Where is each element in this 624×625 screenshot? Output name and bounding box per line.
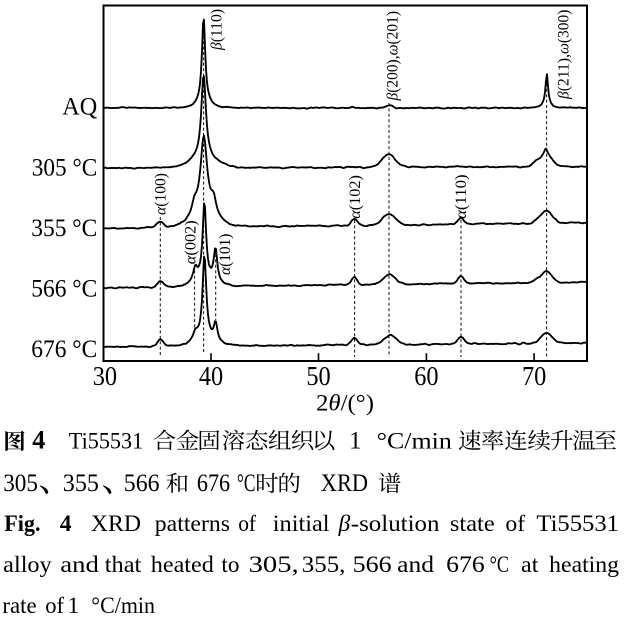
svg-text:ω: ω — [555, 43, 572, 54]
svg-text:AQ: AQ — [62, 92, 97, 121]
svg-text:and: and — [60, 552, 99, 578]
svg-text:(110): (110) — [453, 174, 470, 210]
svg-text:4: 4 — [32, 426, 45, 455]
svg-text:initial: initial — [273, 511, 330, 537]
svg-text:Ti55531: Ti55531 — [536, 511, 619, 537]
svg-text:Ti55531: Ti55531 — [69, 429, 143, 455]
svg-text:(102): (102) — [347, 175, 364, 210]
svg-text:50: 50 — [306, 361, 330, 391]
svg-text:566: 566 — [353, 552, 392, 578]
svg-text:305: 305 — [3, 470, 38, 497]
svg-text:40: 40 — [199, 361, 223, 391]
svg-text:°C/min: °C/min — [91, 593, 155, 619]
svg-text:°C: °C — [237, 470, 256, 497]
svg-text:2θ/(°): 2θ/(°) — [316, 391, 374, 416]
svg-text:1: 1 — [349, 428, 362, 455]
svg-text:(201): (201) — [384, 11, 401, 45]
svg-text:that: that — [105, 552, 142, 578]
svg-text:355,: 355, — [302, 552, 346, 578]
svg-text:Fig.: Fig. — [4, 511, 40, 537]
svg-text:676: 676 — [197, 470, 230, 497]
svg-text:to: to — [221, 552, 239, 578]
svg-text:355: 355 — [63, 470, 99, 497]
svg-text:rate: rate — [2, 593, 36, 619]
svg-text:(100): (100) — [153, 173, 170, 207]
svg-text:β: β — [338, 511, 351, 537]
svg-text:(211),: (211), — [555, 54, 572, 91]
svg-text:566 °C: 566 °C — [31, 273, 97, 302]
svg-text:of: of — [238, 511, 256, 537]
svg-text:and: and — [397, 552, 434, 578]
svg-text:676: 676 — [446, 552, 485, 578]
svg-text:(200),: (200), — [384, 55, 401, 92]
svg-text:-solution: -solution — [351, 511, 440, 537]
svg-text:α: α — [453, 210, 470, 219]
svg-text:of: of — [45, 593, 64, 619]
svg-text:(002): (002) — [182, 220, 199, 255]
svg-text:30: 30 — [93, 361, 117, 391]
svg-text:α: α — [153, 206, 170, 215]
svg-text:305 °C: 305 °C — [32, 153, 98, 182]
svg-text:(110): (110) — [209, 9, 226, 42]
svg-text:355 °C: 355 °C — [31, 213, 97, 242]
svg-text:60: 60 — [414, 361, 438, 391]
svg-text:(101): (101) — [217, 234, 234, 267]
svg-text:of: of — [505, 511, 525, 537]
svg-text:566: 566 — [124, 470, 160, 497]
svg-text:676 °C: 676 °C — [31, 334, 97, 363]
svg-text:XRD: XRD — [91, 511, 141, 537]
svg-text:1: 1 — [68, 593, 80, 619]
svg-text:heating: heating — [549, 552, 619, 578]
svg-text:heated: heated — [151, 552, 214, 578]
svg-text:°C: °C — [490, 552, 509, 578]
svg-text:°C/min: °C/min — [377, 429, 452, 455]
svg-text:(300): (300) — [555, 10, 572, 43]
svg-text:β: β — [555, 91, 572, 100]
svg-text:4: 4 — [60, 511, 72, 537]
svg-text:305,: 305, — [249, 552, 299, 578]
svg-text:β: β — [384, 93, 401, 102]
svg-text:α: α — [347, 210, 364, 219]
svg-text:patterns: patterns — [155, 511, 230, 537]
svg-text:at: at — [521, 552, 539, 578]
svg-text:70: 70 — [522, 361, 546, 391]
svg-text:alloy: alloy — [3, 552, 52, 578]
svg-text:ω: ω — [384, 44, 401, 55]
svg-text:state: state — [450, 511, 495, 537]
svg-text:β: β — [209, 42, 226, 51]
svg-text:XRD: XRD — [321, 470, 368, 497]
svg-text:α: α — [217, 266, 234, 275]
svg-text:α: α — [182, 255, 199, 264]
